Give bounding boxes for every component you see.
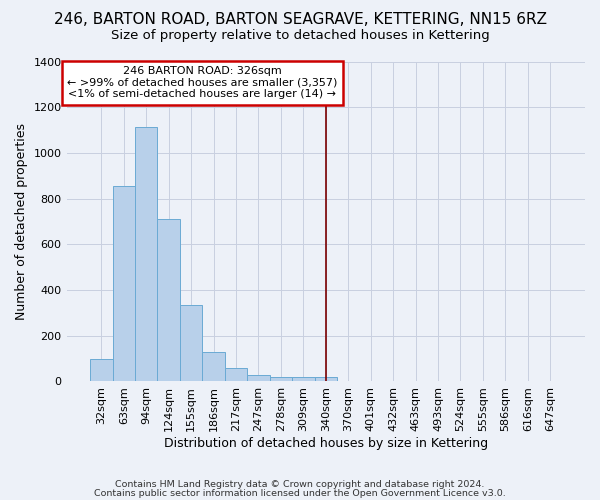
Bar	[247, 374, 269, 382]
Text: Contains HM Land Registry data © Crown copyright and database right 2024.: Contains HM Land Registry data © Crown c…	[115, 480, 485, 489]
Text: Size of property relative to detached houses in Kettering: Size of property relative to detached ho…	[110, 29, 490, 42]
Y-axis label: Number of detached properties: Number of detached properties	[15, 123, 28, 320]
Bar	[269, 377, 292, 382]
Bar	[113, 186, 135, 382]
Bar	[292, 377, 314, 382]
Bar	[157, 219, 180, 382]
X-axis label: Distribution of detached houses by size in Kettering: Distribution of detached houses by size …	[164, 437, 488, 450]
Bar	[90, 358, 113, 382]
Bar	[314, 377, 337, 382]
Bar	[180, 305, 202, 382]
Bar	[135, 126, 157, 382]
Text: 246 BARTON ROAD: 326sqm
← >99% of detached houses are smaller (3,357)
<1% of sem: 246 BARTON ROAD: 326sqm ← >99% of detach…	[67, 66, 338, 100]
Text: Contains public sector information licensed under the Open Government Licence v3: Contains public sector information licen…	[94, 488, 506, 498]
Bar	[202, 352, 225, 382]
Bar	[225, 368, 247, 382]
Text: 246, BARTON ROAD, BARTON SEAGRAVE, KETTERING, NN15 6RZ: 246, BARTON ROAD, BARTON SEAGRAVE, KETTE…	[53, 12, 547, 28]
